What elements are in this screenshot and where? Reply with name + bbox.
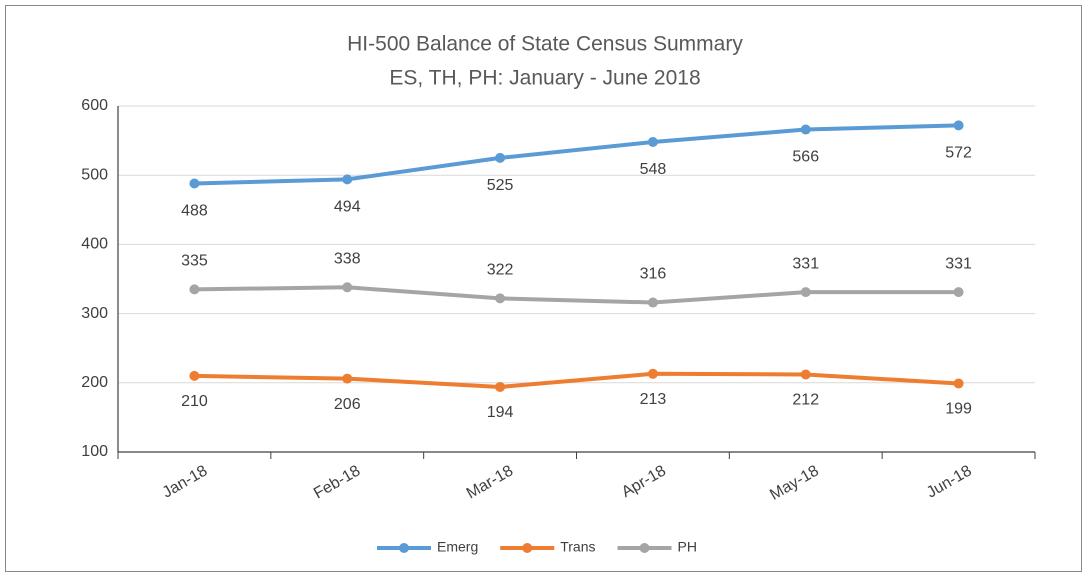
data-label: 331 — [945, 255, 972, 272]
point — [800, 287, 811, 298]
point — [647, 136, 658, 147]
point — [342, 174, 353, 185]
y-tick-label: 500 — [81, 166, 108, 183]
data-label: 338 — [334, 251, 361, 268]
data-label: 335 — [181, 253, 208, 270]
legend-label: PH — [678, 539, 697, 555]
point — [647, 297, 658, 308]
point — [953, 287, 964, 298]
chart-subtitle: ES, TH, PH: January - June 2018 — [389, 67, 700, 90]
series-line — [194, 123, 959, 186]
series-line — [194, 285, 959, 305]
data-label: 322 — [487, 262, 514, 279]
point — [495, 381, 506, 392]
point — [342, 282, 353, 293]
legend-label: Emerg — [437, 539, 478, 555]
point — [953, 378, 964, 389]
y-tick-label: 100 — [81, 443, 108, 460]
legend-marker — [399, 543, 409, 553]
data-label: 210 — [181, 393, 208, 410]
data-label: 548 — [640, 161, 667, 178]
data-label: 488 — [181, 203, 208, 220]
data-label: 316 — [640, 266, 667, 283]
point — [189, 370, 200, 381]
y-tick-label: 200 — [81, 374, 108, 391]
point — [800, 124, 811, 135]
data-label: 212 — [792, 392, 819, 409]
data-label: 194 — [487, 404, 514, 421]
y-tick-label: 300 — [81, 305, 108, 322]
point — [953, 120, 964, 131]
chart-border — [5, 5, 1082, 572]
point — [495, 293, 506, 304]
point — [495, 152, 506, 163]
point — [189, 284, 200, 295]
point — [647, 368, 658, 379]
data-label: 566 — [792, 149, 819, 166]
y-tick-label: 400 — [81, 236, 108, 253]
legend-label: Trans — [560, 539, 595, 555]
data-label: 206 — [334, 396, 361, 413]
point — [342, 373, 353, 384]
legend-marker — [522, 543, 533, 553]
data-label: 331 — [792, 255, 819, 272]
data-label: 494 — [334, 199, 361, 216]
data-label: 213 — [640, 391, 667, 408]
series-line — [194, 371, 959, 389]
point — [189, 178, 200, 189]
data-label: 525 — [487, 177, 514, 194]
data-label: 199 — [945, 401, 972, 418]
legend-marker — [639, 543, 650, 553]
data-label: 572 — [945, 145, 972, 162]
chart-title: HI-500 Balance of State Census Summary — [347, 33, 743, 56]
point — [800, 369, 811, 380]
y-tick-label: 600 — [81, 97, 108, 114]
